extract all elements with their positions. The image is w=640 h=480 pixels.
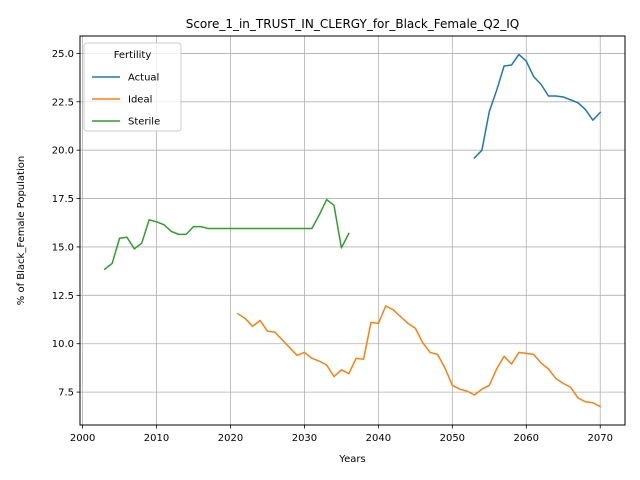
x-tick-label: 2040 [366,433,391,444]
series-layer [103,53,602,408]
y-tick-label: 17.5 [52,194,74,205]
x-tick-label: 2050 [440,433,465,444]
y-tick-label: 22.5 [52,97,74,108]
x-tick-label: 2000 [70,433,95,444]
y-axis-label: % of Black_Female Population [16,156,27,305]
y-tick-label: 10.0 [52,339,74,350]
x-tick-label: 2020 [218,433,243,444]
grid-lines [80,36,625,425]
x-axis: 2000 2010 2020 2030 2040 2050 2060 2070 [70,425,613,444]
y-tick-label: 7.5 [58,388,74,399]
y-tick-label: 12.5 [52,291,74,302]
y-tick-label: 15.0 [52,242,74,253]
y-tick-label: 20.0 [52,146,74,157]
chart-title: Score_1_in_TRUST_IN_CLERGY_for_Black_Fem… [186,17,520,31]
legend: Fertility Actual Ideal Sterile [83,42,182,132]
x-axis-label: Years [338,454,365,465]
y-axis: 7.5 10.0 12.5 15.0 17.5 20.0 22.5 25.0 [52,49,80,399]
legend-label-actual: Actual [128,73,159,84]
legend-label-sterile: Sterile [128,117,160,128]
series-line-actual [473,53,602,159]
series-line-sterile [103,198,350,271]
plot-frame [79,35,626,426]
legend-title: Fertility [114,50,152,61]
legend-box [83,42,182,132]
series-line-ideal [236,305,602,408]
x-tick-label: 2030 [292,433,317,444]
x-tick-label: 2060 [514,433,539,444]
x-tick-label: 2070 [588,433,613,444]
x-tick-label: 2010 [144,433,169,444]
legend-label-ideal: Ideal [128,95,152,106]
y-tick-label: 25.0 [52,49,74,60]
